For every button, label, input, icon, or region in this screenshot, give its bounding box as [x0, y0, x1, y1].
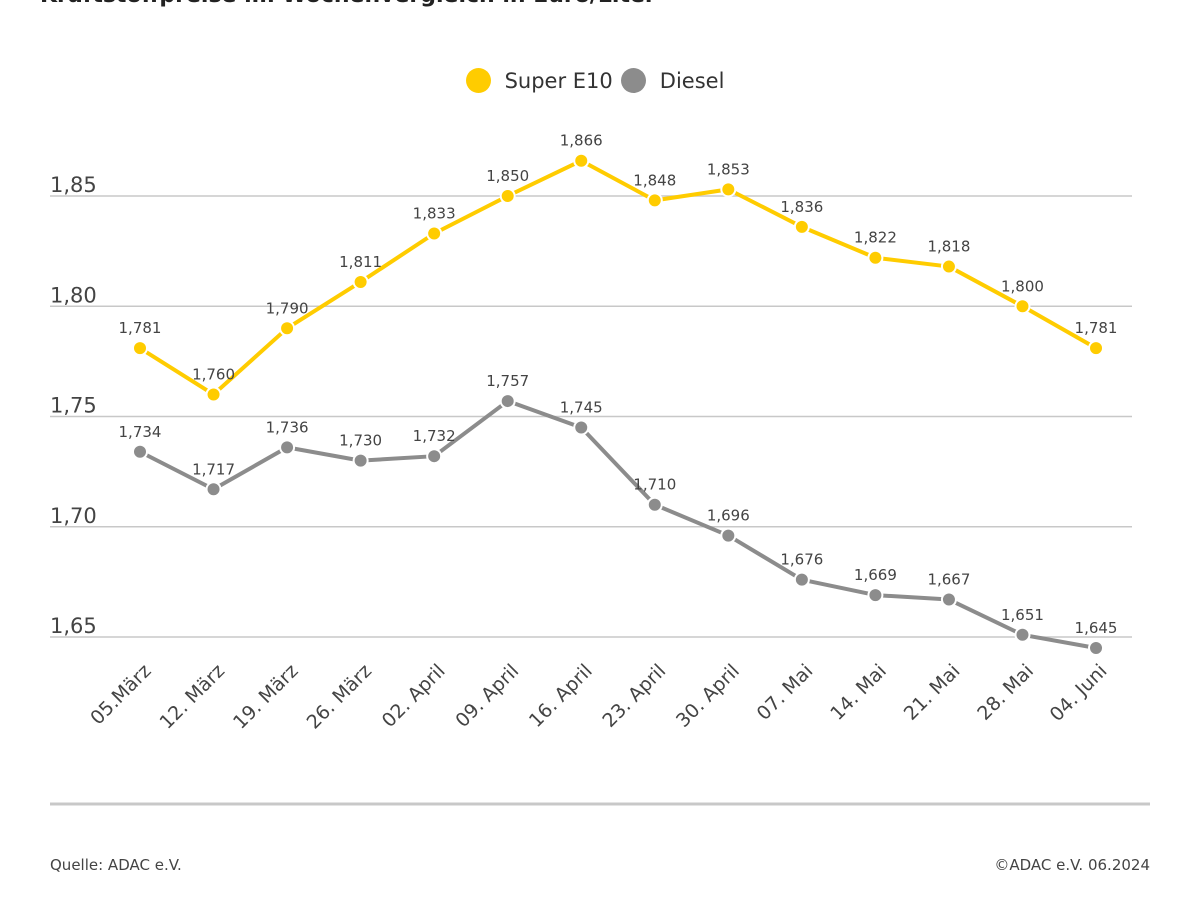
data-label: 1,866 — [560, 132, 603, 150]
x-tick-label: 07. Mai — [753, 660, 818, 725]
data-point — [499, 393, 516, 410]
data-label: 1,833 — [413, 204, 456, 222]
x-tick-label: 26. März — [303, 660, 377, 734]
data-point — [940, 591, 957, 608]
data-point — [279, 320, 296, 337]
data-point — [352, 452, 369, 469]
data-point — [352, 273, 369, 290]
data-label: 1,781 — [119, 319, 162, 337]
data-label: 1,667 — [927, 571, 970, 589]
data-point — [720, 527, 737, 544]
chart-title: Kraftstoffpreise im Wochenvergleich in E… — [40, 0, 656, 8]
data-point — [426, 225, 443, 242]
data-label: 1,651 — [1001, 606, 1044, 624]
data-point — [646, 496, 663, 513]
data-point — [940, 258, 957, 275]
y-tick-label: 1,65 — [50, 614, 97, 638]
data-point — [132, 443, 148, 460]
data-point — [205, 481, 222, 498]
x-tick-label: 02. April — [378, 660, 450, 732]
data-point — [132, 340, 148, 357]
legend-marker-diesel — [620, 68, 646, 93]
copyright-note: ©ADAC e.V. 06.2024 — [994, 856, 1150, 874]
data-point — [1088, 340, 1105, 357]
y-tick-label: 1,70 — [50, 504, 97, 528]
data-label: 1,760 — [192, 365, 235, 383]
data-point — [573, 419, 590, 436]
legend-item-super-e10: Super E10 — [465, 68, 613, 93]
data-point — [205, 386, 222, 403]
data-label: 1,717 — [192, 460, 235, 478]
legend-label: Diesel — [659, 68, 725, 93]
data-point — [793, 571, 810, 588]
x-tick-label: 23. April — [598, 660, 670, 732]
data-label: 1,853 — [707, 160, 750, 178]
data-label: 1,645 — [1075, 619, 1118, 637]
data-point — [573, 152, 590, 169]
data-point — [720, 181, 737, 198]
data-label: 1,811 — [339, 253, 382, 271]
series-line-diesel — [139, 399, 1097, 650]
x-tick-label: 14. Mai — [826, 660, 891, 725]
x-tick-label: 09. April — [451, 660, 523, 732]
y-tick-label: 1,85 — [50, 173, 97, 197]
data-label: 1,836 — [780, 198, 823, 216]
data-label: 1,676 — [780, 551, 823, 569]
data-label: 1,757 — [486, 372, 529, 390]
data-point — [793, 218, 810, 235]
data-label: 1,730 — [339, 432, 382, 450]
x-tick-label: 16. April — [525, 660, 597, 732]
legend-label: Super E10 — [504, 68, 613, 93]
data-label: 1,745 — [560, 399, 603, 417]
data-label: 1,736 — [266, 418, 309, 436]
data-label: 1,818 — [927, 238, 970, 256]
data-point — [867, 249, 884, 266]
x-tick-label: 05.März — [86, 660, 155, 729]
data-label: 1,781 — [1075, 319, 1118, 337]
data-point — [1014, 626, 1031, 643]
data-label: 1,790 — [266, 299, 309, 317]
legend-item-diesel: Diesel — [620, 68, 725, 93]
data-point — [867, 587, 884, 604]
x-tick-label: 19. März — [229, 660, 303, 734]
y-tick-label: 1,80 — [50, 283, 97, 307]
x-tick-label: 30. April — [672, 660, 744, 732]
x-tick-label: 21. Mai — [900, 660, 965, 725]
data-point — [499, 188, 516, 204]
source-note: Quelle: ADAC e.V. — [50, 856, 182, 874]
legend-marker-super-e10 — [465, 68, 491, 93]
data-label: 1,848 — [633, 171, 676, 189]
data-label: 1,800 — [1001, 277, 1044, 295]
data-point — [1088, 640, 1105, 657]
data-label: 1,696 — [707, 507, 750, 525]
data-label: 1,850 — [486, 167, 529, 185]
x-tick-label: 04. Juni — [1046, 660, 1112, 726]
data-point — [646, 192, 663, 209]
x-tick-label: 28. Mai — [973, 660, 1038, 725]
data-label: 1,710 — [633, 476, 676, 494]
data-label: 1,732 — [413, 427, 456, 445]
data-point — [1014, 298, 1031, 315]
data-label: 1,822 — [854, 229, 897, 247]
data-label: 1,734 — [119, 423, 162, 441]
legend: Super E10 Diesel — [0, 68, 1200, 93]
y-tick-label: 1,75 — [50, 394, 97, 418]
data-point — [279, 439, 296, 456]
series-line-super-e10 — [138, 158, 1098, 397]
data-label: 1,669 — [854, 566, 897, 584]
x-tick-label: 12. März — [155, 660, 229, 734]
data-point — [426, 448, 443, 465]
